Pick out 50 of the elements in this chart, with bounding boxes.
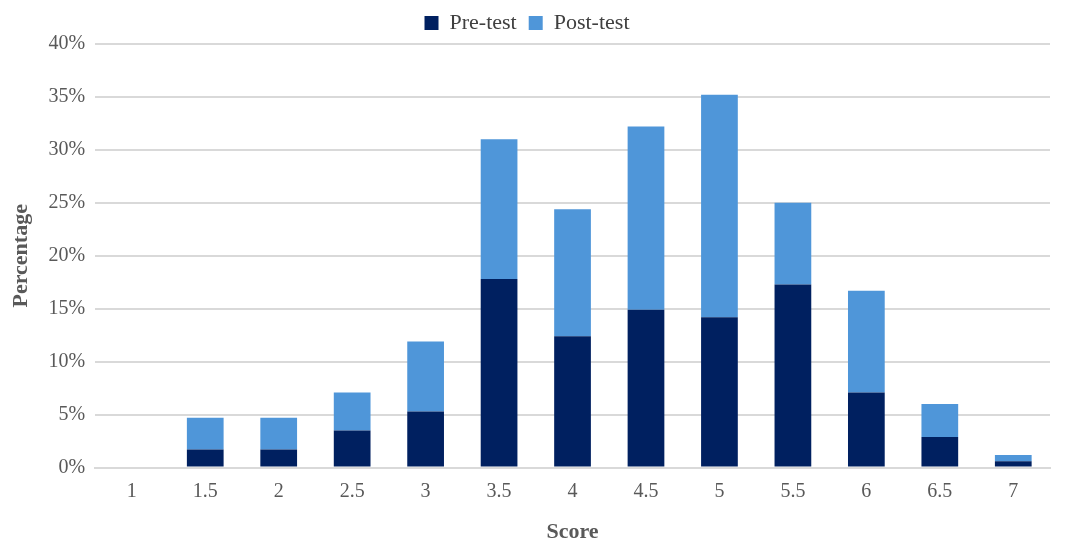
y-tick-label: 40%	[48, 31, 86, 54]
bar	[554, 336, 591, 467]
bar	[407, 411, 444, 467]
x-tick-label: 3.5	[486, 478, 512, 501]
bar	[994, 454, 1032, 462]
bar	[921, 436, 959, 467]
bar	[627, 309, 665, 467]
legend-label: Pre-test	[449, 8, 517, 34]
y-tick-label: 0%	[58, 454, 86, 477]
x-tick-label: 1.5	[192, 478, 218, 501]
x-tick-label: 6	[861, 478, 872, 501]
bar	[260, 417, 298, 450]
y-tick-label: 5%	[58, 401, 86, 424]
y-tick-label: 20%	[48, 243, 86, 266]
bar	[774, 284, 812, 467]
x-tick-label: 6.5	[927, 478, 953, 501]
bar	[407, 341, 444, 412]
x-tick-label: 5.5	[780, 478, 806, 501]
legend-label: Post-test	[553, 8, 630, 34]
bar	[994, 461, 1032, 467]
bar	[921, 404, 959, 437]
x-tick-label: 2.5	[339, 478, 365, 501]
bar	[333, 430, 371, 467]
x-tick-label: 5	[714, 478, 725, 501]
y-tick-label: 10%	[48, 348, 86, 371]
bar	[480, 139, 518, 280]
x-axis-title: Score	[546, 518, 599, 544]
x-tick-label: 7	[1008, 478, 1019, 501]
bar	[333, 392, 371, 431]
y-tick-label: 35%	[48, 84, 86, 107]
x-tick-label: 1	[126, 478, 137, 501]
y-tick-label: 15%	[48, 296, 86, 318]
bar	[554, 209, 591, 337]
bar	[186, 449, 224, 467]
bar	[260, 449, 298, 467]
bar	[186, 417, 224, 450]
bar	[847, 290, 885, 393]
bar	[701, 94, 738, 318]
x-tick-label: 2	[273, 478, 284, 501]
bar	[480, 279, 518, 467]
bar	[847, 392, 885, 467]
bar	[627, 126, 665, 310]
bar	[774, 202, 812, 285]
x-tick-label: 4	[567, 478, 578, 501]
x-tick-label: 3	[420, 478, 431, 501]
y-tick-label: 30%	[48, 137, 86, 160]
y-tick-label: 25%	[48, 190, 86, 213]
bar	[701, 317, 738, 467]
x-tick-label: 4.5	[633, 478, 659, 501]
y-axis-title: Percentage	[6, 203, 32, 308]
